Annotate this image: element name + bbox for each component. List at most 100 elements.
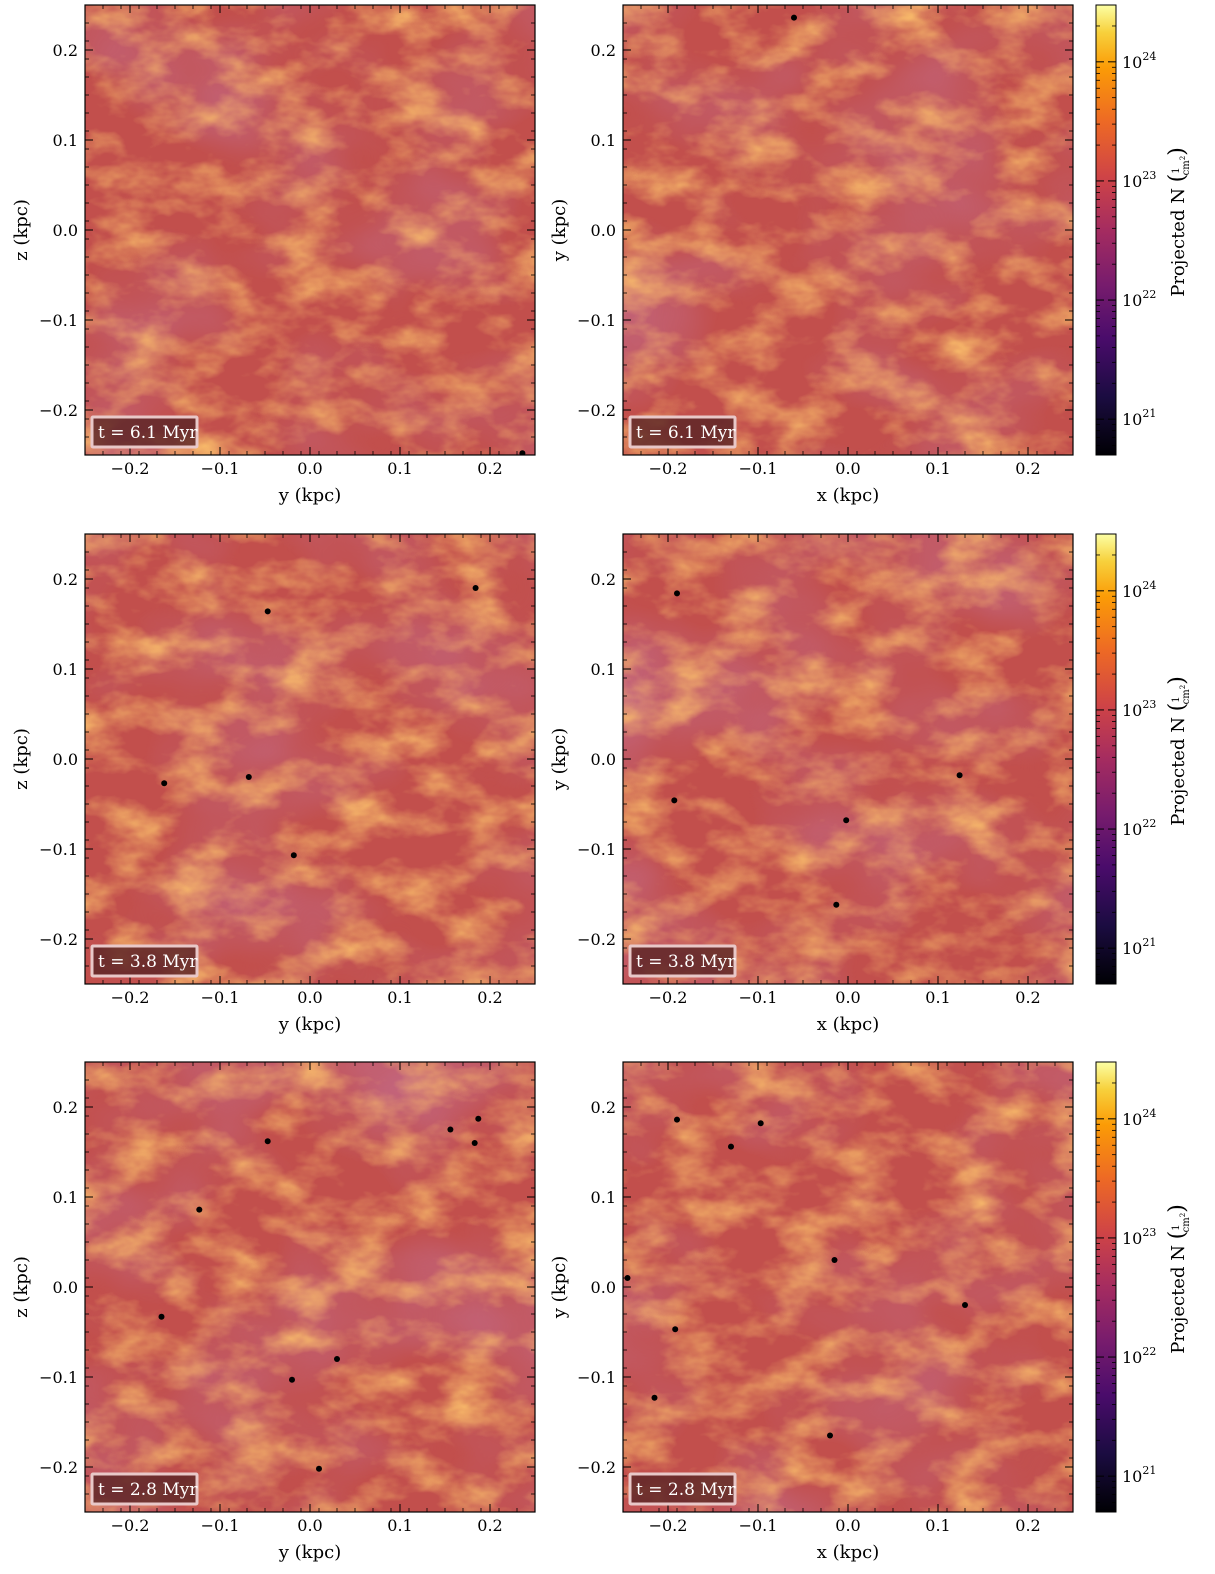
colorbar-tick-label: 1022 [1122,817,1156,839]
x-axis-label: x (kpc) [817,485,879,506]
y-tick-label: −0.1 [577,1368,616,1387]
sink-particle [290,852,297,859]
x-tick-label: −0.1 [201,988,240,1007]
y-tick-label: −0.1 [39,1368,78,1387]
y-tick-label: −0.2 [39,1458,78,1477]
y-axis-label: y (kpc) [549,1256,570,1319]
sink-particle [671,797,678,804]
x-tick-label: −0.1 [739,988,778,1007]
sink-particle [674,590,680,597]
panel-row1-right: −0.2 −0.1 0.0 0.1 0.2 0.2 0.1 0.0 −0.1 −0.2 x (kpc… [549,4,1074,506]
sink-particle [674,1116,680,1123]
colorbar-tick-label: 1024 [1122,50,1156,72]
sink-particle [843,817,850,824]
y-tick-label: 0.1 [53,1188,78,1207]
density-map [85,1062,535,1512]
sink-particle [245,774,252,780]
sink-particle [158,1313,165,1320]
x-tick-label: 0.0 [297,459,322,478]
y-tick-label: 0.1 [591,131,616,150]
x-tick-label: 0.1 [925,459,950,478]
sink-particle [651,1394,658,1401]
x-tick-label: 0.1 [387,1516,412,1535]
y-tick-label: −0.2 [39,401,78,420]
y-tick-label: 0.2 [53,1098,78,1117]
x-tick-label: 0.2 [1015,459,1040,478]
y-tick-label: 0.1 [591,660,616,679]
y-tick-label: 0.0 [53,750,78,769]
y-tick-label: 0.2 [53,570,78,589]
x-tick-label: −0.2 [649,988,688,1007]
y-tick-label: 0.0 [53,221,78,240]
sink-particle [956,772,963,779]
x-tick-label: 0.1 [925,988,950,1007]
svg-text:t = 6.1 Myr: t = 6.1 Myr [98,423,198,443]
density-map [85,534,535,984]
panel-row2-left: −0.2 −0.1 0.0 0.1 0.2 0.2 0.1 0.0 −0.1 −0.2 y (kpc… [11,533,536,1035]
x-tick-label: 0.0 [297,988,322,1007]
sink-particle [472,585,479,591]
panel-row1-left: −0.2 −0.1 0.0 0.1 0.2 0.2 0.1 0.0 −0.1 −0.2 y (kpc… [11,4,536,506]
x-tick-label: −0.1 [739,459,778,478]
x-tick-label: 0.1 [387,988,412,1007]
panel-row3-right: −0.2 −0.1 0.0 0.1 0.2 0.2 0.1 0.0 −0.1 −0.2 x (kpc… [549,1061,1074,1563]
x-axis-label: x (kpc) [817,1542,879,1563]
colorbar: 1024 1023 1022 1021 Projected N (1cm2) [1095,533,1192,985]
sink-particle [471,1140,478,1146]
svg-text:t = 6.1 Myr: t = 6.1 Myr [636,423,736,443]
y-tick-label: −0.1 [577,840,616,859]
colorbar: 1024 1023 1022 1021 Projected N (1cm2) [1095,4,1192,456]
sink-particle [831,1257,838,1263]
colorbar-label: Projected N (1cm2) [1165,147,1192,297]
colorbar: 1024 1023 1022 1021 Projected N (1cm2) [1095,1061,1192,1513]
panel-row3-left: −0.2 −0.1 0.0 0.1 0.2 0.2 0.1 0.0 −0.1 −0.2 y (kpc… [11,1061,536,1563]
x-tick-label: 0.1 [387,459,412,478]
colorbar-tick-label: 1024 [1122,579,1156,601]
time-label: t = 3.8 Myr [628,944,737,978]
x-axis-label: x (kpc) [817,1014,879,1035]
colorbar-tick-label: 1022 [1122,288,1156,310]
colorbar-tick-label: 1021 [1122,936,1156,958]
colorbar-tick-label: 1023 [1122,698,1156,720]
time-label: t = 6.1 Myr [628,415,737,449]
sink-particle [264,608,271,615]
sink-particle [519,450,526,455]
y-tick-label: 0.1 [53,131,78,150]
x-tick-label: 0.1 [925,1516,950,1535]
y-tick-label: 0.0 [591,1278,616,1297]
sink-particle [672,1326,679,1333]
colorbar-tick-label: 1021 [1122,407,1156,429]
x-axis-label: y (kpc) [278,1542,341,1563]
time-label: t = 2.8 Myr [90,1472,199,1506]
x-tick-label: 0.2 [477,988,502,1007]
svg-text:t = 2.8 Myr: t = 2.8 Myr [98,1480,198,1500]
colorbar-label: Projected N (1cm2) [1165,1204,1192,1354]
x-tick-label: −0.1 [739,1516,778,1535]
y-tick-label: 0.0 [591,750,616,769]
y-tick-label: 0.1 [591,1188,616,1207]
time-label: t = 2.8 Myr [628,1472,737,1506]
y-tick-label: −0.1 [39,840,78,859]
sink-particle [447,1126,454,1133]
x-tick-label: −0.1 [201,459,240,478]
y-axis-label: z (kpc) [11,1256,32,1318]
sink-particle [334,1356,340,1362]
x-tick-label: −0.1 [201,1516,240,1535]
x-tick-label: −0.2 [111,459,150,478]
sink-particle [624,1275,631,1281]
y-axis-label: z (kpc) [11,199,32,261]
density-map [623,5,1073,455]
y-tick-label: 0.2 [591,1098,616,1117]
colorbar-tick-label: 1023 [1122,169,1156,191]
x-axis-label: y (kpc) [278,485,341,506]
sink-particle [827,1432,833,1439]
x-tick-label: 0.0 [835,459,860,478]
x-tick-label: 0.0 [835,1516,860,1535]
time-label: t = 3.8 Myr [90,944,199,978]
y-axis-label: z (kpc) [11,728,32,790]
x-tick-label: −0.2 [649,1516,688,1535]
density-map [623,1062,1073,1512]
y-tick-label: 0.2 [53,41,78,60]
colorbar-label: Projected N (1cm2) [1165,676,1192,826]
svg-text:t = 3.8 Myr: t = 3.8 Myr [98,952,198,972]
